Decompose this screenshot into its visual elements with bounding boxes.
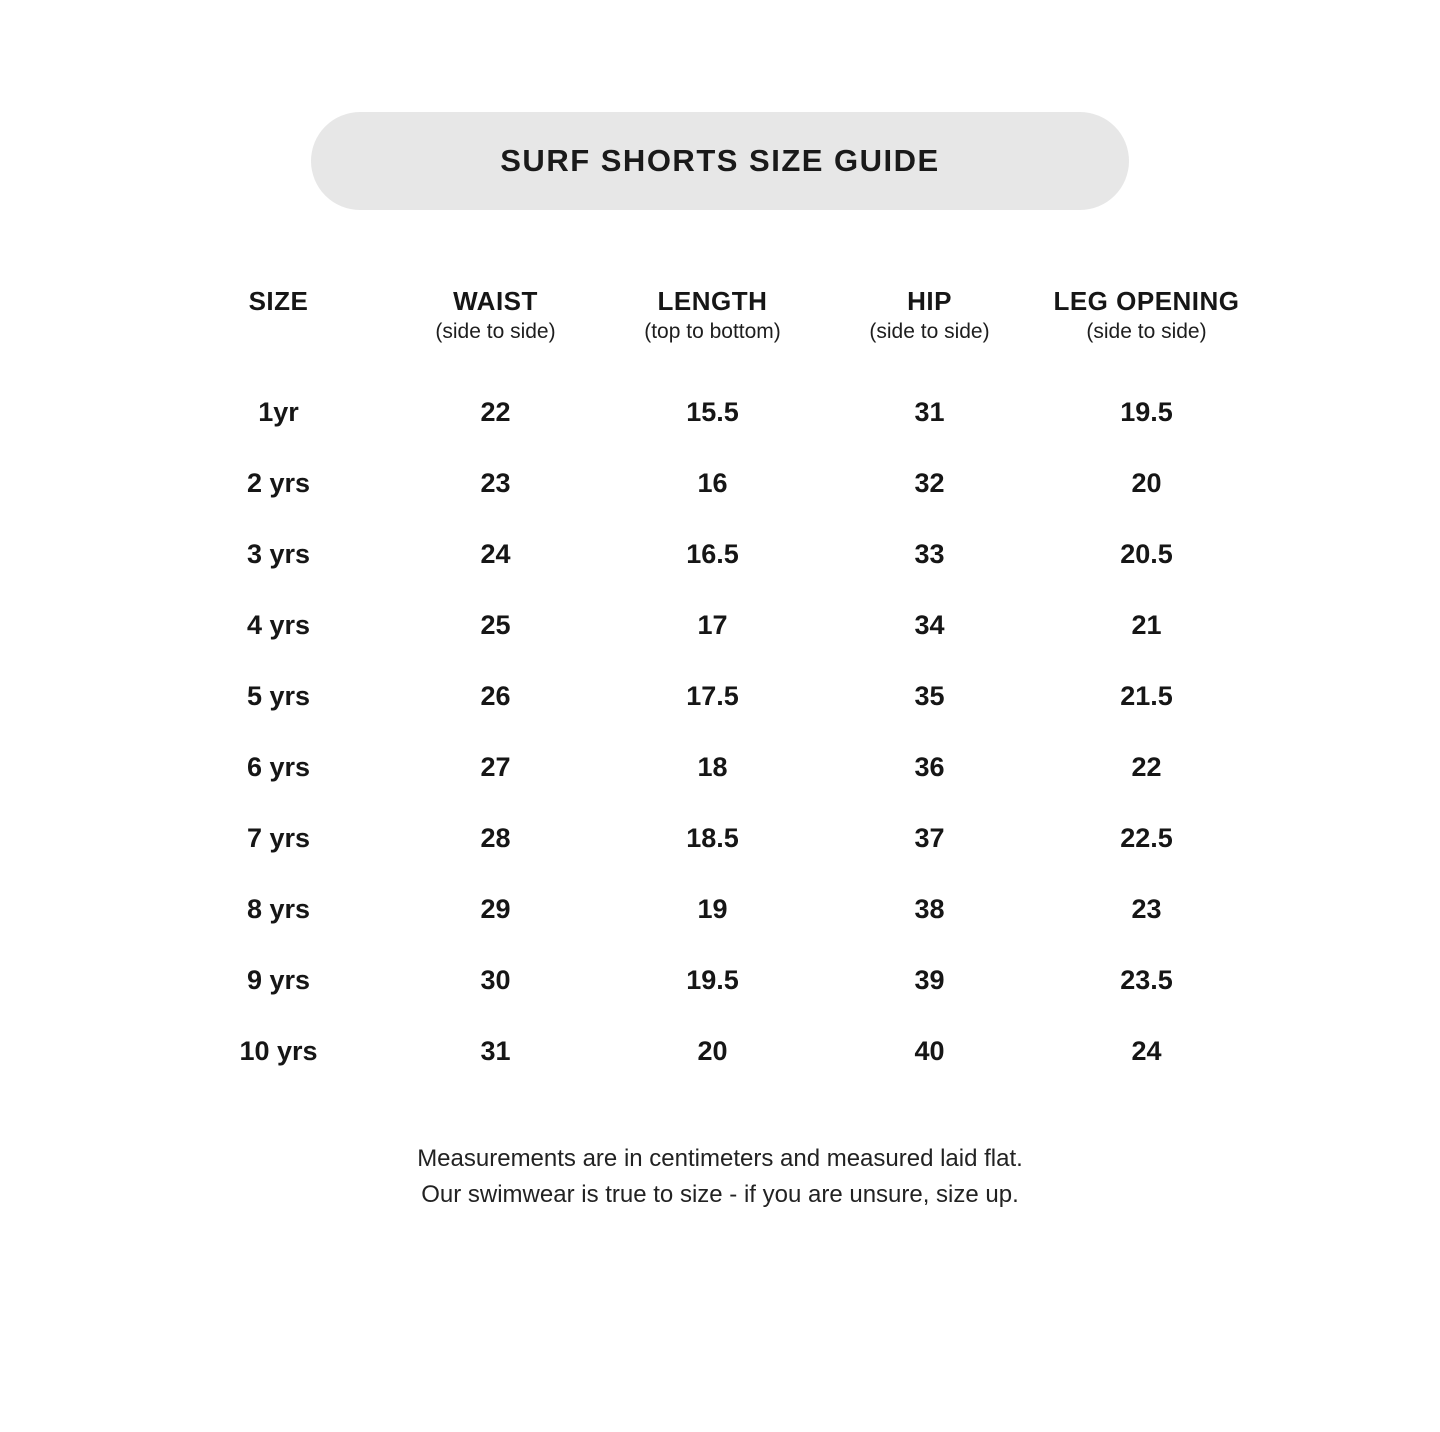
table-row: 7 yrs 28 18.5 37 22.5 (170, 803, 1255, 874)
size-cell: 2 yrs (246, 468, 311, 498)
waist-cell: 26 (480, 681, 511, 711)
size-cell: 8 yrs (246, 894, 311, 924)
leg-opening-cell: 22.5 (1120, 823, 1173, 853)
length-cell: 18.5 (686, 823, 739, 853)
waist-cell: 28 (480, 823, 511, 853)
leg-opening-cell: 23.5 (1120, 965, 1173, 995)
table-row: 10 yrs 31 20 40 24 (170, 1016, 1255, 1087)
hip-cell: 36 (914, 752, 945, 782)
waist-cell: 27 (480, 752, 511, 782)
leg-opening-cell: 19.5 (1120, 397, 1173, 427)
column-header-sub: (side to side) (1086, 320, 1207, 343)
length-cell: 16 (697, 468, 728, 498)
table-row: 9 yrs 30 19.5 39 23.5 (170, 945, 1255, 1016)
column-header-sub: (side to side) (435, 320, 556, 343)
hip-cell: 35 (914, 681, 945, 711)
waist-cell: 30 (480, 965, 511, 995)
length-cell: 19.5 (686, 965, 739, 995)
footer-note-line2: Our swimwear is true to size - if you ar… (421, 1181, 1019, 1208)
table-body: 1yr 22 15.5 31 19.5 2 yrs 23 16 32 20 3 … (170, 377, 1255, 1087)
size-cell: 10 yrs (239, 1036, 318, 1066)
leg-opening-cell: 23 (1131, 894, 1162, 924)
size-guide-title-pill: SURF SHORTS SIZE GUIDE (311, 112, 1129, 210)
hip-cell: 39 (914, 965, 945, 995)
leg-opening-cell: 21 (1131, 610, 1162, 640)
leg-opening-cell: 24 (1131, 1036, 1162, 1066)
size-cell: 4 yrs (246, 610, 311, 640)
waist-cell: 31 (480, 1036, 511, 1066)
table-row: 6 yrs 27 18 36 22 (170, 732, 1255, 803)
leg-opening-cell: 20 (1131, 468, 1162, 498)
waist-cell: 24 (480, 539, 511, 569)
hip-cell: 38 (914, 894, 945, 924)
length-cell: 17.5 (686, 681, 739, 711)
size-cell: 3 yrs (246, 539, 311, 569)
length-cell: 16.5 (686, 539, 739, 569)
waist-cell: 29 (480, 894, 511, 924)
table-row: 1yr 22 15.5 31 19.5 (170, 377, 1255, 448)
length-cell: 20 (697, 1036, 728, 1066)
column-header-hip: HIP (side to side) (821, 285, 1038, 347)
table-row: 4 yrs 25 17 34 21 (170, 590, 1255, 661)
size-cell: 1yr (258, 397, 299, 427)
column-header-label: WAIST (453, 286, 538, 316)
waist-cell: 23 (480, 468, 511, 498)
column-header-label: LEG OPENING (1053, 286, 1240, 316)
table-row: 8 yrs 29 19 38 23 (170, 874, 1255, 945)
leg-opening-cell: 20.5 (1120, 539, 1173, 569)
column-header-leg-opening: LEG OPENING (side to side) (1038, 285, 1255, 347)
hip-cell: 37 (914, 823, 945, 853)
table-row: 3 yrs 24 16.5 33 20.5 (170, 519, 1255, 590)
waist-cell: 22 (480, 397, 511, 427)
table-row: 5 yrs 26 17.5 35 21.5 (170, 661, 1255, 732)
length-cell: 15.5 (686, 397, 739, 427)
leg-opening-cell: 21.5 (1120, 681, 1173, 711)
hip-cell: 31 (914, 397, 945, 427)
size-guide-table: SIZE WAIST (side to side) LENGTH (top to… (170, 285, 1255, 1087)
waist-cell: 25 (480, 610, 511, 640)
measurement-notes: Measurements are in centimeters and meas… (0, 1141, 1440, 1213)
hip-cell: 32 (914, 468, 945, 498)
column-header-sub: (top to bottom) (644, 320, 781, 343)
table-row: 2 yrs 23 16 32 20 (170, 448, 1255, 519)
column-header-sub: (side to side) (869, 320, 990, 343)
size-cell: 9 yrs (246, 965, 311, 995)
length-cell: 17 (697, 610, 728, 640)
hip-cell: 34 (914, 610, 945, 640)
size-cell: 5 yrs (246, 681, 311, 711)
length-cell: 19 (697, 894, 728, 924)
column-header-label: SIZE (248, 286, 309, 316)
column-header-length: LENGTH (top to bottom) (604, 285, 821, 347)
footer-note-line1: Measurements are in centimeters and meas… (417, 1145, 1023, 1172)
leg-opening-cell: 22 (1131, 752, 1162, 782)
column-header-label: LENGTH (657, 286, 768, 316)
column-header-size: SIZE (170, 285, 387, 347)
column-header-label: HIP (907, 286, 952, 316)
size-cell: 6 yrs (246, 752, 311, 782)
hip-cell: 40 (914, 1036, 945, 1066)
hip-cell: 33 (914, 539, 945, 569)
length-cell: 18 (697, 752, 728, 782)
size-cell: 7 yrs (246, 823, 311, 853)
table-header-row: SIZE WAIST (side to side) LENGTH (top to… (170, 285, 1255, 347)
column-header-waist: WAIST (side to side) (387, 285, 604, 347)
page-title: SURF SHORTS SIZE GUIDE (500, 143, 940, 178)
